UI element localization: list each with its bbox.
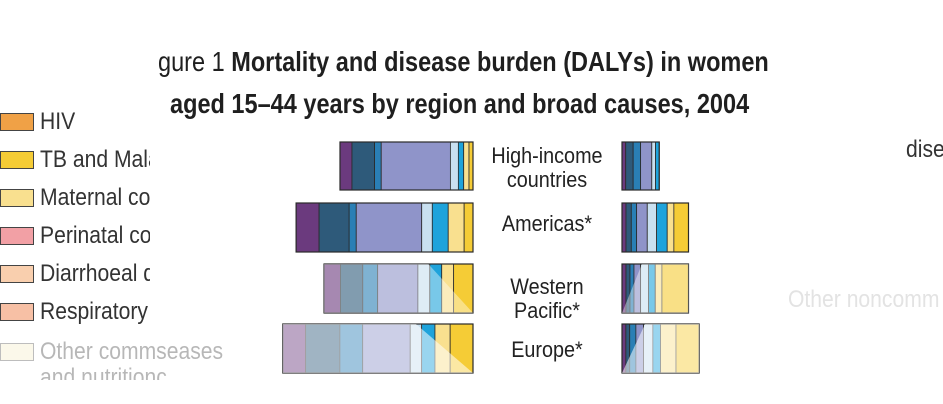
dalys-segment-americas-4 xyxy=(636,202,648,253)
dalys-segment-europe-8 xyxy=(675,323,700,374)
dalys-segment-americas-8 xyxy=(673,202,689,253)
region-label-high-income: High-income countries xyxy=(489,144,606,192)
mortality-segment-western-pacific-4 xyxy=(377,263,419,314)
legend-swatch-other-communicable xyxy=(0,343,34,361)
mortality-segment-europe-7 xyxy=(434,323,451,374)
dalys-segment-western-pacific-8 xyxy=(661,263,689,314)
legend-swatch-hiv xyxy=(0,113,34,131)
mortality-segment-americas-6 xyxy=(431,202,449,253)
dalys-segment-europe-3 xyxy=(629,323,637,374)
mortality-segment-americas-3 xyxy=(348,202,357,253)
dalys-segment-americas-3 xyxy=(630,202,638,253)
dalys-bar-outline-americas xyxy=(621,202,690,253)
mortality-segment-western-pacific-6 xyxy=(429,263,443,314)
dalys-segment-high-income-3 xyxy=(632,141,642,191)
mortality-segment-western-pacific-2 xyxy=(340,263,364,314)
mortality-segment-americas-5 xyxy=(421,202,433,253)
legend-swatch-maternal xyxy=(0,189,34,207)
mortality-segment-americas-7 xyxy=(447,202,465,253)
mortality-segment-americas-2 xyxy=(318,202,350,253)
region-label-americas-text: Americas* xyxy=(501,211,593,236)
dalys-segment-high-income-2 xyxy=(625,141,634,191)
dalys-segment-europe-4 xyxy=(635,323,644,374)
mortality-segment-europe-5 xyxy=(409,323,423,374)
legend-label-other-communicable-sub: and nutritionc xyxy=(40,364,167,380)
mortality-segment-western-pacific-8 xyxy=(453,263,474,314)
region-label-western-pacific-text: Western Pacific* xyxy=(510,274,584,323)
mortality-segment-europe-8 xyxy=(449,323,474,374)
mortality-segment-western-pacific-5 xyxy=(417,263,431,314)
dalys-segment-western-pacific-3 xyxy=(629,263,635,314)
dalys-segment-americas-2 xyxy=(625,202,632,253)
region-label-europe: Europe* xyxy=(489,338,606,362)
mortality-segment-high-income-4 xyxy=(380,141,451,191)
mortality-segment-high-income-7 xyxy=(463,141,470,191)
dalys-segment-europe-5 xyxy=(643,323,654,374)
mortality-segment-americas-8 xyxy=(463,202,474,253)
chart-title-line-2: aged 15–44 years by region and broad cau… xyxy=(170,88,749,120)
mortality-segment-americas-4 xyxy=(355,202,423,253)
legend-swatch-tb-malaria xyxy=(0,151,34,169)
mortality-segment-europe-1 xyxy=(282,323,307,374)
mortality-segment-western-pacific-7 xyxy=(441,263,455,314)
dalys-segment-americas-5 xyxy=(646,202,657,253)
dalys-bar-outline-high-income xyxy=(621,141,660,191)
mortality-segment-europe-6 xyxy=(421,323,436,374)
side-text-top-right: dise xyxy=(906,136,943,163)
dalys-segment-western-pacific-5 xyxy=(640,263,649,314)
region-label-high-income-text: High-income countries xyxy=(491,143,603,192)
mortality-segment-high-income-1 xyxy=(339,141,353,191)
dalys-segment-europe-2 xyxy=(625,323,631,374)
legend-label-other-communicable: Other commseases xyxy=(40,338,224,365)
mortality-segment-europe-4 xyxy=(362,323,411,374)
side-text-middle-right: Other noncomm xyxy=(788,286,940,313)
legend-label-perinatal: Perinatal co xyxy=(40,222,150,249)
region-label-europe-text: Europe* xyxy=(511,337,583,362)
chart-title-line-2-text: aged 15–44 years by region and broad cau… xyxy=(170,88,750,119)
legend-label-diarrhoeal: Diarrhoeal d xyxy=(40,260,150,287)
dalys-segment-western-pacific-4 xyxy=(633,263,642,314)
legend-label-maternal: Maternal co xyxy=(40,184,150,211)
chart-title-line-1: gure 1 Mortality and disease burden (DAL… xyxy=(158,46,769,78)
mortality-segment-americas-1 xyxy=(295,202,320,253)
legend-label-hiv: HIV xyxy=(40,108,76,135)
dalys-segment-americas-7 xyxy=(666,202,675,253)
region-label-americas: Americas* xyxy=(489,212,606,236)
chart-title-bold: Mortality and disease burden (DALYs) in … xyxy=(231,46,769,77)
dalys-segment-americas-6 xyxy=(656,202,668,253)
legend-swatch-diarrhoeal xyxy=(0,265,34,283)
mortality-segment-high-income-5 xyxy=(449,141,459,191)
legend-swatch-respiratory xyxy=(0,303,34,321)
chart-title-prefix: gure 1 xyxy=(158,46,232,77)
mortality-bar-outline-americas xyxy=(295,202,474,253)
dalys-segment-europe-6 xyxy=(652,323,661,374)
legend-label-tb-malaria: TB and Mala xyxy=(40,146,150,173)
mortality-segment-europe-2 xyxy=(305,323,341,374)
mortality-segment-high-income-2 xyxy=(351,141,375,191)
legend-label-respiratory: Respiratory xyxy=(40,298,148,325)
mortality-segment-europe-3 xyxy=(339,323,364,374)
dalys-segment-western-pacific-2 xyxy=(625,263,631,314)
mortality-segment-western-pacific-1 xyxy=(323,263,341,314)
mortality-bar-outline-high-income xyxy=(339,141,474,191)
dalys-segment-western-pacific-7 xyxy=(654,263,663,314)
dalys-segment-europe-7 xyxy=(660,323,677,374)
mortality-segment-high-income-6 xyxy=(457,141,465,191)
dalys-segment-high-income-4 xyxy=(640,141,653,191)
mortality-segment-high-income-3 xyxy=(374,141,382,191)
dalys-segment-high-income-5 xyxy=(651,141,656,191)
dalys-bar-outline-western-pacific xyxy=(621,263,690,314)
mortality-bar-outline-western-pacific xyxy=(323,263,474,314)
dalys-segment-western-pacific-6 xyxy=(648,263,656,314)
mortality-segment-western-pacific-3 xyxy=(362,263,379,314)
legend-swatch-perinatal xyxy=(0,227,34,245)
region-label-western-pacific: Western Pacific* xyxy=(489,275,606,323)
